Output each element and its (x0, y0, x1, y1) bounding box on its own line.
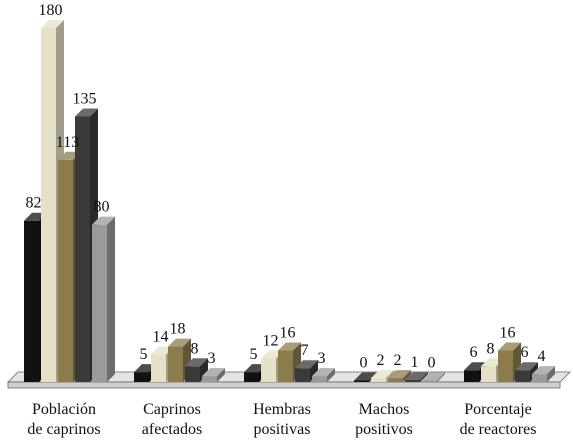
data-label: 0 (360, 355, 368, 372)
bar (312, 368, 335, 382)
bar (185, 358, 208, 382)
data-label: 14 (153, 328, 169, 345)
data-label: 6 (470, 344, 478, 361)
data-label: 8 (191, 340, 199, 357)
data-label: 16 (500, 325, 516, 342)
data-label: 6 (521, 344, 529, 361)
data-label: 2 (377, 352, 385, 369)
category-label: Machos positivos (355, 401, 413, 438)
bar (532, 366, 555, 382)
data-label: 16 (280, 325, 296, 342)
data-label: 12 (263, 332, 279, 349)
data-label: 5 (140, 346, 148, 363)
data-label: 113 (56, 134, 79, 151)
data-label: 1 (411, 354, 419, 371)
data-label: 0 (428, 355, 436, 372)
data-label: 8 (487, 340, 495, 357)
data-label: 18 (170, 321, 186, 338)
data-label: 4 (538, 348, 546, 365)
data-label: 180 (39, 2, 63, 19)
data-label: 80 (94, 199, 110, 216)
bar (92, 216, 115, 382)
category-label: Hembras positivas (253, 401, 311, 438)
bar (202, 368, 225, 382)
category-label: Caprinos afectados (142, 401, 202, 438)
data-label: 7 (301, 342, 309, 359)
bar (422, 372, 445, 382)
bar-group (24, 20, 555, 382)
bar (388, 370, 411, 382)
data-label: 135 (73, 91, 97, 108)
bar (405, 372, 428, 382)
category-label: Porcentaje de reactores (460, 401, 537, 438)
floor-front (7, 381, 561, 389)
category-label: Población de caprinos (27, 401, 100, 438)
category-label-group: Población de caprinos Caprinos afectados Hem… (27, 401, 536, 438)
data-label: 82 (26, 195, 42, 212)
data-label: 3 (208, 350, 216, 367)
data-label: 2 (394, 352, 402, 369)
data-label: 3 (318, 350, 326, 367)
data-label: 5 (250, 346, 258, 363)
